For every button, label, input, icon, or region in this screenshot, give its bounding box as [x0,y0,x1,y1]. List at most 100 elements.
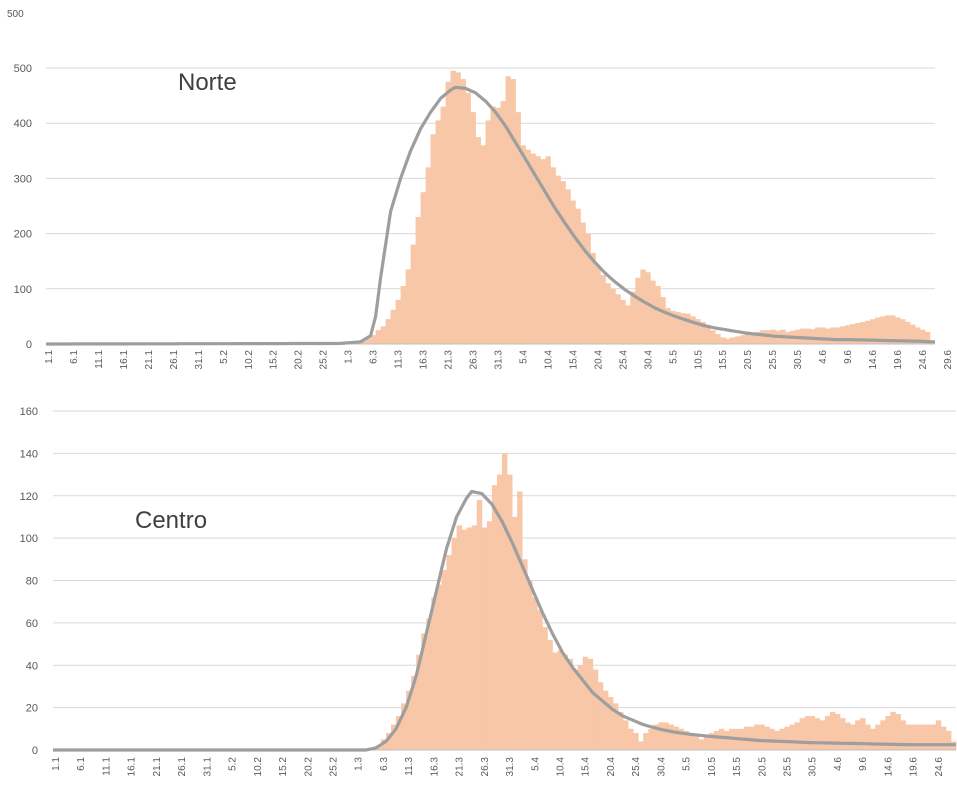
histogram-bar [590,252,596,344]
histogram-bar [668,724,674,750]
histogram-bar [713,730,720,750]
histogram-bar [607,697,614,750]
histogram-bar [517,491,523,750]
x-tick-label: 20.5 [743,350,754,370]
histogram-bar [545,156,551,344]
x-tick-label: 16.3 [419,350,430,370]
histogram-bar [421,633,427,750]
x-tick-label: 11.1 [102,757,113,776]
histogram-bar [895,317,901,344]
histogram-bar [685,313,691,344]
histogram-bar [663,722,669,750]
x-tick-label: 21.3 [444,350,455,370]
histogram-bar [850,724,856,750]
histogram-bar [855,720,861,750]
histogram-bar [703,735,710,750]
histogram-bar [605,283,611,344]
histogram-bar [431,597,437,750]
histogram-bar [920,329,926,344]
histogram-bar [630,291,636,344]
histogram-bar [365,338,372,344]
x-tick-label: 5.5 [668,350,679,364]
histogram-bar [635,277,641,344]
histogram-bar [764,726,770,750]
histogram-bar [678,728,684,750]
histogram-bar [540,159,546,344]
histogram-bar [809,716,816,750]
histogram-bar [486,521,493,750]
y-tick-label: 200 [14,229,32,241]
histogram-bar [690,316,696,344]
x-tick-label: 16.1 [119,350,130,370]
histogram-bar [865,724,871,750]
histogram-bar [834,713,841,750]
histogram-bar [658,722,664,750]
histogram-bar [420,192,426,344]
x-tick-label: 30.4 [656,757,667,777]
x-tick-label: 31.3 [494,350,505,370]
x-tick-label: 30.4 [643,350,654,370]
x-tick-label: 6.1 [76,757,87,771]
histogram-bar [870,319,876,344]
histogram-bar [710,330,716,344]
chart-title: Centro [135,507,207,534]
histogram-bar [925,331,931,344]
histogram-bar [915,327,921,344]
histogram-bar [380,326,387,344]
x-tick-label: 26.1 [177,757,188,777]
histogram-bar [819,720,826,750]
histogram-bar [755,331,761,344]
histogram-bar [585,233,591,344]
x-tick-label: 21.1 [152,757,163,777]
histogram-bar [520,145,526,344]
x-tick-label: 30.5 [793,350,804,370]
histogram-bar [597,682,604,750]
x-tick-label: 1.3 [344,350,355,364]
histogram-bar [880,316,886,344]
x-tick-label: 20.4 [606,757,617,777]
histogram-bar [705,324,711,344]
histogram-bar [456,525,463,750]
histogram-bar [430,134,436,344]
histogram-bar [615,294,621,344]
x-tick-label: 25.5 [768,350,779,370]
histogram-bar [925,724,932,750]
histogram-bar [723,730,730,750]
histogram-bar [411,675,417,750]
histogram-bar [760,330,766,344]
histogram-bar [552,652,558,750]
histogram-bar [555,175,561,344]
histogram-bar [708,733,715,750]
x-tick-label: 24.6 [934,757,945,777]
x-tick-label: 31.3 [505,757,516,777]
y-tick-label: 500 [14,63,32,75]
histogram-bar [814,718,821,750]
histogram-bar [839,718,846,750]
x-tick-label: 6.3 [379,757,390,771]
histogram-bar [500,101,506,345]
histogram-bar [465,92,471,344]
chart-title: Norte [178,69,237,96]
x-tick-label: 21.1 [144,350,155,370]
x-tick-label: 16.3 [429,757,440,777]
histogram-bar [804,716,811,750]
x-tick-label: 31.1 [202,757,213,777]
x-tick-label: 26.1 [169,350,180,370]
histogram-bar [580,222,586,344]
histogram-bar [375,330,382,344]
histogram-bar [405,269,411,344]
histogram-bar [638,741,644,750]
histogram-bar [565,189,571,344]
histogram-bar [602,690,609,750]
x-tick-label: 25.2 [319,350,330,370]
histogram-bar [542,627,548,750]
histogram-bar [491,485,498,750]
histogram-bar [945,730,952,750]
histogram-bar [650,280,656,344]
histogram-bar [740,335,746,344]
histogram-bar [860,321,866,344]
histogram-bar [769,728,775,750]
histogram-bar [370,335,377,344]
x-tick-label: 25.5 [783,757,794,777]
